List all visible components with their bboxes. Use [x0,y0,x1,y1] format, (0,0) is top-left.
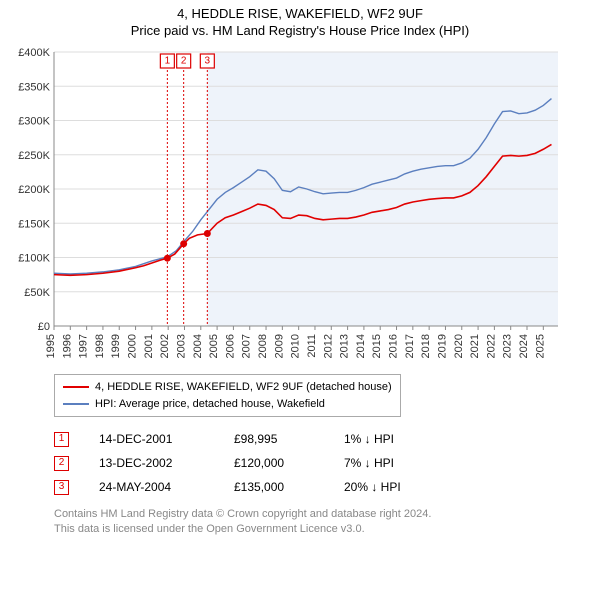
sale-marker-icon: 1 [54,432,69,447]
sale-marker-icon: 3 [54,480,69,495]
svg-text:2007: 2007 [241,334,253,358]
svg-text:2016: 2016 [388,334,400,358]
svg-text:£300K: £300K [18,116,50,128]
svg-text:2009: 2009 [273,334,285,358]
svg-text:£250K: £250K [18,150,50,162]
sale-date: 24-MAY-2004 [99,475,204,499]
legend-item: HPI: Average price, detached house, Wake… [63,396,392,413]
svg-text:2024: 2024 [518,334,530,358]
svg-text:2025: 2025 [534,334,546,358]
svg-text:2004: 2004 [192,334,204,358]
sale-date: 14-DEC-2001 [99,427,204,451]
svg-text:2003: 2003 [175,334,187,358]
sale-date: 13-DEC-2002 [99,451,204,475]
sales-table: 1 14-DEC-2001 £98,995 1% ↓ HPI 2 13-DEC-2002 £… [54,427,594,499]
footnote-line: Contains HM Land Registry data © Crown c… [54,507,594,522]
svg-text:3: 3 [205,56,211,67]
svg-text:£400K: £400K [18,47,50,59]
chart-plot: £0 £50K £100K £150K £200K £250K £300K £350K £400… [6,46,594,366]
svg-text:2019: 2019 [436,334,448,358]
svg-text:1997: 1997 [78,334,90,358]
svg-text:2008: 2008 [257,334,269,358]
footnote-line: This data is licensed under the Open Gov… [54,522,594,537]
legend-label: 4, HEDDLE RISE, WAKEFIELD, WF2 9UF (deta… [95,379,392,396]
chart-subtitle: Price paid vs. HM Land Registry's House … [6,23,594,38]
sale-hpi-diff: 1% ↓ HPI [344,427,454,451]
svg-text:2000: 2000 [127,334,139,358]
chart-container: 4, HEDDLE RISE, WAKEFIELD, WF2 9UF Price… [0,0,600,543]
svg-text:2: 2 [181,56,187,67]
svg-text:2022: 2022 [485,334,497,358]
svg-text:2005: 2005 [208,334,220,358]
svg-text:2001: 2001 [143,334,155,358]
sale-row: 1 14-DEC-2001 £98,995 1% ↓ HPI [54,427,594,451]
svg-text:2023: 2023 [502,334,514,358]
legend-item: 4, HEDDLE RISE, WAKEFIELD, WF2 9UF (deta… [63,379,392,396]
svg-text:2021: 2021 [469,334,481,358]
svg-text:2011: 2011 [306,334,318,358]
sale-price: £120,000 [234,451,314,475]
svg-text:1996: 1996 [61,334,73,358]
svg-text:2002: 2002 [159,334,171,358]
svg-text:2018: 2018 [420,334,432,358]
line-chart-svg: £0 £50K £100K £150K £200K £250K £300K £350K £400… [6,46,566,366]
legend-swatch [63,386,89,388]
sale-price: £98,995 [234,427,314,451]
svg-text:£150K: £150K [18,218,50,230]
svg-text:2006: 2006 [224,334,236,358]
sale-price: £135,000 [234,475,314,499]
svg-text:2020: 2020 [453,334,465,358]
legend-swatch [63,403,89,405]
chart-title: 4, HEDDLE RISE, WAKEFIELD, WF2 9UF [6,6,594,21]
svg-text:2010: 2010 [290,334,302,358]
svg-text:1998: 1998 [94,334,106,358]
svg-text:2012: 2012 [322,334,334,358]
svg-text:£100K: £100K [18,253,50,265]
sale-hpi-diff: 7% ↓ HPI [344,451,454,475]
svg-text:2013: 2013 [339,334,351,358]
sale-row: 2 13-DEC-2002 £120,000 7% ↓ HPI [54,451,594,475]
sale-row: 3 24-MAY-2004 £135,000 20% ↓ HPI [54,475,594,499]
svg-text:1999: 1999 [110,334,122,358]
svg-text:£50K: £50K [24,287,50,299]
legend-label: HPI: Average price, detached house, Wake… [95,396,325,413]
legend: 4, HEDDLE RISE, WAKEFIELD, WF2 9UF (deta… [54,374,401,417]
svg-text:1: 1 [165,56,171,67]
svg-text:2014: 2014 [355,334,367,358]
svg-text:2015: 2015 [371,334,383,358]
sale-marker-icon: 2 [54,456,69,471]
svg-text:1995: 1995 [45,334,57,358]
footnote: Contains HM Land Registry data © Crown c… [54,507,594,537]
svg-text:£0: £0 [38,321,50,333]
svg-text:£200K: £200K [18,184,50,196]
sale-hpi-diff: 20% ↓ HPI [344,475,454,499]
svg-text:£350K: £350K [18,81,50,93]
svg-text:2017: 2017 [404,334,416,358]
